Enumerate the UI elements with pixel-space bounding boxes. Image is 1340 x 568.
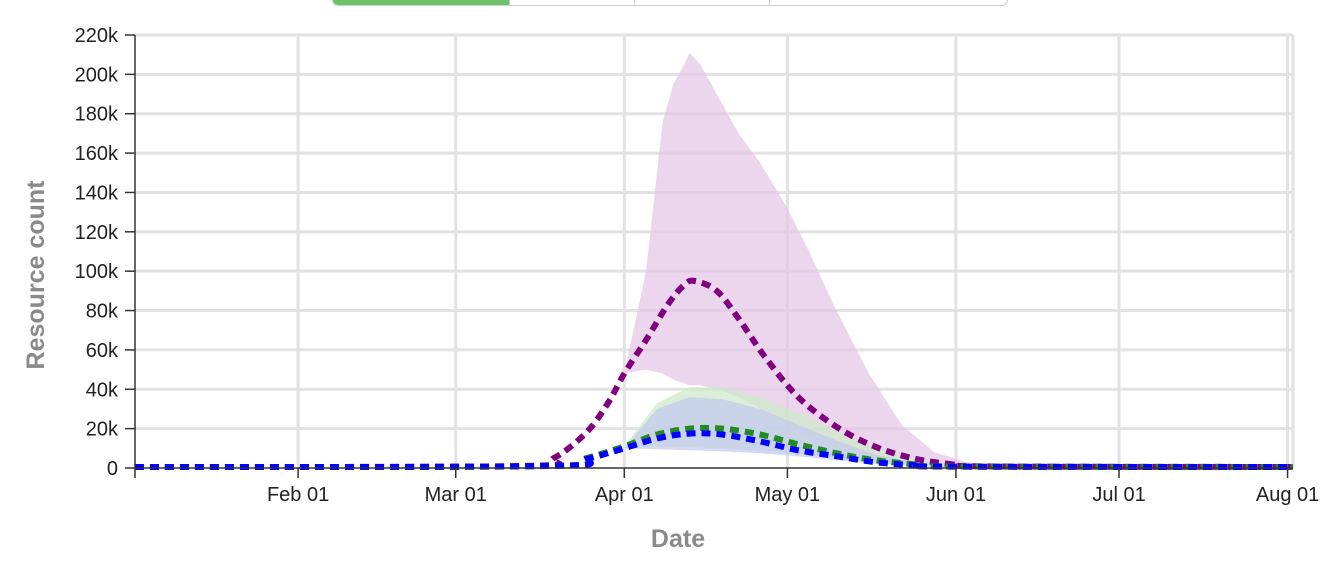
tab-2[interactable] bbox=[635, 0, 770, 5]
y-tick-label: 180k bbox=[75, 104, 119, 126]
axes: 0 20k 40k 60k 80k 100k 120k 140k 160k 180k 200k 220… bbox=[75, 25, 1320, 506]
y-tick-label: 80k bbox=[86, 301, 119, 323]
x-tick-label: Jun 01 bbox=[926, 484, 986, 506]
y-tick-label: 140k bbox=[75, 182, 119, 204]
y-tick-label: 220k bbox=[75, 25, 119, 47]
y-tick-label: 40k bbox=[86, 379, 119, 401]
y-axis-title: Resource count bbox=[22, 180, 50, 370]
tab-0[interactable] bbox=[333, 0, 510, 5]
x-axis-title: Date bbox=[651, 525, 705, 553]
tab-1[interactable] bbox=[510, 0, 635, 5]
x-tick-label: May 01 bbox=[755, 484, 821, 506]
purple-confidence-band bbox=[624, 52, 1005, 468]
blue-series-line bbox=[134, 430, 1294, 470]
blue-confidence-band bbox=[624, 397, 951, 467]
x-tick-label: Feb 01 bbox=[267, 484, 329, 506]
confidence-bands bbox=[624, 52, 1005, 468]
y-tick-label: 120k bbox=[75, 222, 119, 244]
y-tick-label: 20k bbox=[86, 419, 119, 441]
purple-series-line bbox=[134, 277, 1294, 471]
x-tick-label: Aug 01 bbox=[1256, 484, 1319, 506]
y-tick-label: 160k bbox=[75, 143, 119, 165]
series-lines bbox=[134, 277, 1294, 471]
x-tick-label: Jul 01 bbox=[1092, 484, 1145, 506]
x-tick-label: Mar 01 bbox=[425, 484, 487, 506]
y-tick-label: 60k bbox=[86, 340, 119, 362]
green-series-line bbox=[134, 424, 1294, 471]
y-tick-label: 0 bbox=[107, 458, 118, 480]
y-tick-label: 200k bbox=[75, 64, 119, 86]
x-tick-label: Apr 01 bbox=[595, 484, 654, 506]
y-tick-label: 100k bbox=[75, 261, 119, 283]
